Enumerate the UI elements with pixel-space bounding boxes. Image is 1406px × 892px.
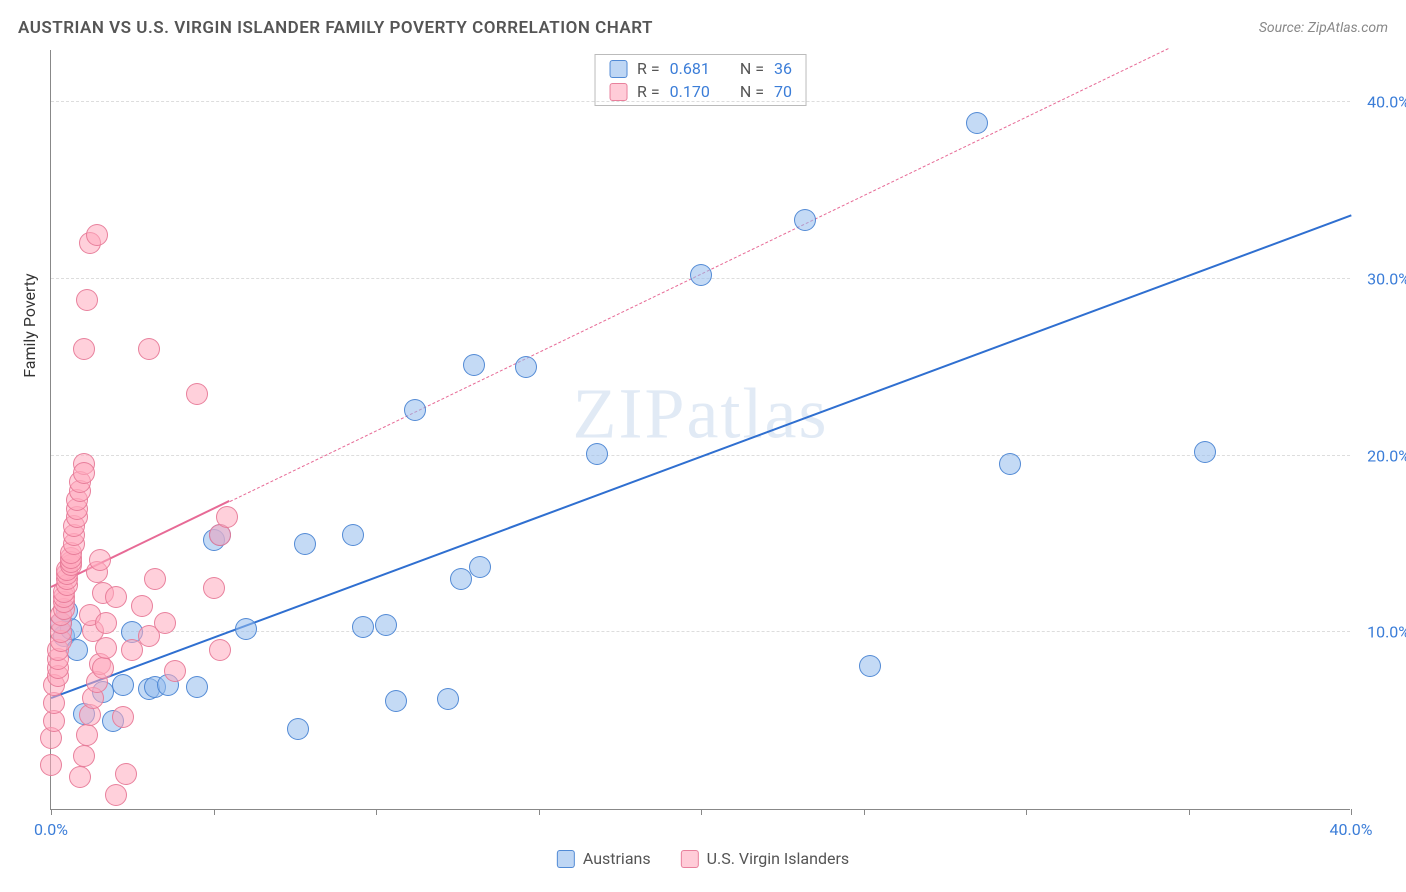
legend-label: Austrians: [583, 849, 651, 868]
legend-swatch: [609, 60, 627, 78]
data-point: [92, 657, 114, 679]
data-point: [112, 674, 134, 696]
data-point: [105, 586, 127, 608]
data-point: [40, 754, 62, 776]
r-value: 0.681: [670, 59, 710, 78]
r-value: 0.170: [670, 82, 710, 101]
data-point: [89, 549, 111, 571]
n-value: 70: [774, 82, 792, 101]
legend-swatch: [609, 83, 627, 101]
data-point: [287, 718, 309, 740]
x-tick-label: 0.0%: [34, 820, 68, 839]
legend-series: Austrians U.S. Virgin Islanders: [557, 849, 849, 868]
legend-item: Austrians: [557, 849, 651, 868]
data-point: [463, 354, 485, 376]
data-point: [186, 383, 208, 405]
data-point: [73, 745, 95, 767]
data-point: [385, 690, 407, 712]
data-point: [515, 356, 537, 378]
y-tick-label: 40.0%: [1367, 93, 1406, 112]
data-point: [586, 443, 608, 465]
legend-stats: R = 0.681 N = 36 R = 0.170 N = 70: [594, 54, 807, 106]
watermark: ZIPatlas: [573, 373, 829, 456]
x-tick: [214, 809, 215, 815]
x-tick: [701, 809, 702, 815]
data-point: [154, 612, 176, 634]
chart-title: AUSTRIAN VS U.S. VIRGIN ISLANDER FAMILY …: [18, 18, 653, 38]
data-point: [95, 637, 117, 659]
data-point: [794, 209, 816, 231]
y-tick-label: 10.0%: [1367, 623, 1406, 642]
data-point: [352, 616, 374, 638]
data-point: [144, 568, 166, 590]
data-point: [375, 614, 397, 636]
data-point: [859, 655, 881, 677]
legend-item: U.S. Virgin Islanders: [681, 849, 850, 868]
y-tick-label: 30.0%: [1367, 269, 1406, 288]
data-point: [86, 224, 108, 246]
data-point: [1194, 441, 1216, 463]
x-tick-label: 40.0%: [1330, 820, 1373, 839]
source-label: Source: ZipAtlas.com: [1259, 20, 1388, 36]
data-point: [76, 724, 98, 746]
r-label: R =: [637, 59, 660, 78]
n-label: N =: [740, 82, 764, 101]
data-point: [999, 453, 1021, 475]
x-tick: [1351, 809, 1352, 815]
y-tick-label: 20.0%: [1367, 446, 1406, 465]
y-axis-label: Family Poverty: [20, 273, 39, 377]
data-point: [342, 524, 364, 546]
legend-label: U.S. Virgin Islanders: [707, 849, 850, 868]
data-point: [294, 533, 316, 555]
data-point: [450, 568, 472, 590]
legend-stat-row: R = 0.681 N = 36: [595, 57, 806, 80]
data-point: [203, 577, 225, 599]
legend-swatch: [681, 850, 699, 868]
x-tick: [539, 809, 540, 815]
data-point: [437, 688, 459, 710]
data-point: [235, 618, 257, 640]
x-tick: [1189, 809, 1190, 815]
x-tick: [376, 809, 377, 815]
data-point: [469, 556, 491, 578]
data-point: [186, 676, 208, 698]
legend-stat-row: R = 0.170 N = 70: [595, 80, 806, 103]
data-point: [73, 338, 95, 360]
data-point: [69, 766, 91, 788]
x-tick: [51, 809, 52, 815]
n-value: 36: [774, 59, 792, 78]
data-point: [216, 506, 238, 528]
n-label: N =: [740, 59, 764, 78]
data-point: [404, 399, 426, 421]
data-point: [131, 595, 153, 617]
watermark-thin: atlas: [687, 374, 829, 454]
data-point: [73, 462, 95, 484]
data-point: [966, 112, 988, 134]
data-point: [95, 612, 117, 634]
data-point: [138, 338, 160, 360]
data-point: [209, 639, 231, 661]
data-point: [115, 763, 137, 785]
watermark-bold: ZIP: [573, 374, 687, 454]
gridline-h: [51, 101, 1350, 102]
data-point: [105, 784, 127, 806]
data-point: [112, 706, 134, 728]
data-point: [76, 289, 98, 311]
x-tick: [1026, 809, 1027, 815]
data-point: [164, 660, 186, 682]
x-tick: [864, 809, 865, 815]
legend-swatch: [557, 850, 575, 868]
plot-area: ZIPatlas R =0.681N =36R =0.170N =70 10.0…: [50, 50, 1350, 810]
r-label: R =: [637, 82, 660, 101]
data-point: [690, 264, 712, 286]
